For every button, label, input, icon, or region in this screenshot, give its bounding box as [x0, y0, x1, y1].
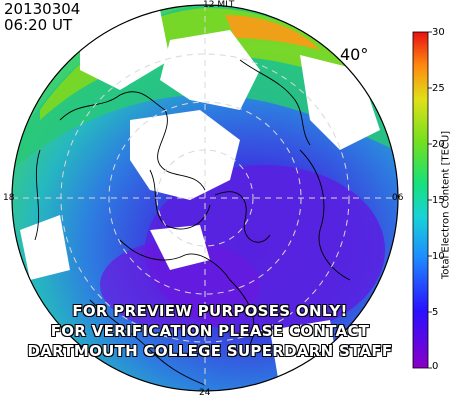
mlt-label-left: 18 — [3, 193, 15, 203]
colorbar-ticks — [428, 31, 432, 369]
coastlines — [34, 59, 351, 386]
latitude-label: 40° — [340, 45, 369, 64]
date-label: 20130304 — [4, 0, 81, 18]
tec-nightside-minimum-2 — [100, 240, 260, 330]
colorbar-title: Total Electron Content [TECU] — [440, 130, 452, 280]
colorbar-tick-label: 10 — [432, 251, 445, 262]
watermark-line-1: FOR PREVIEW PURPOSES ONLY! — [72, 302, 348, 320]
data-gap — [160, 30, 260, 110]
colorbar-tick-label: 25 — [432, 83, 445, 94]
mlt-label-top: 12 MLT — [203, 0, 235, 10]
colorbar-tick-label: 0 — [432, 361, 439, 372]
mlt-label-right: 06 — [392, 193, 404, 203]
colorbar-tick-label: 20 — [432, 139, 445, 150]
colorbar-tick-label: 15 — [432, 195, 445, 206]
time-label: 06:20 UT — [4, 16, 73, 34]
mlt-meridians — [12, 5, 398, 391]
colorbar-tick-label: 5 — [432, 307, 439, 318]
data-gap — [20, 215, 70, 280]
colorbar-tick-label: 30 — [432, 27, 445, 38]
watermark-line-3: DARTMOUTH COLLEGE SUPERDARN STAFF — [27, 342, 393, 360]
mlt-label-bottom: 24 — [199, 388, 211, 398]
data-gap — [150, 225, 210, 270]
watermark-line-2: FOR VERIFICATION PLEASE CONTACT — [50, 322, 370, 340]
map-boundary — [11, 4, 399, 392]
tec-peak-region — [225, 15, 320, 50]
data-gap — [130, 110, 240, 200]
